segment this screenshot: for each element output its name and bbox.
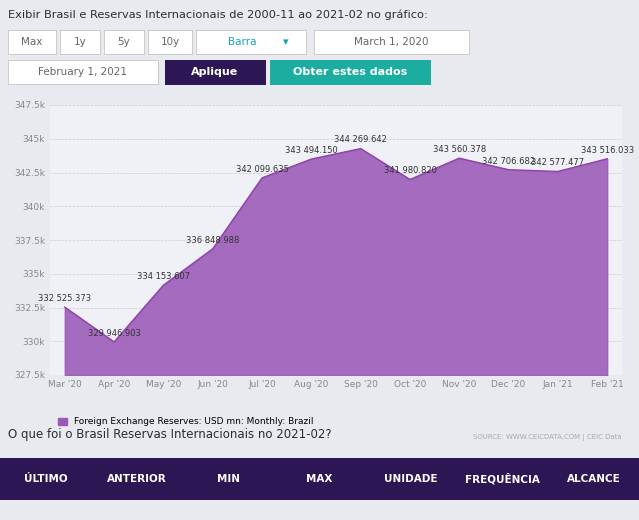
Text: Max: Max bbox=[21, 37, 43, 47]
Text: ALCANCE: ALCANCE bbox=[567, 474, 620, 484]
Text: O que foi o Brasil Reservas Internacionais no 2021-02?: O que foi o Brasil Reservas Internaciona… bbox=[8, 428, 332, 441]
Text: ▾: ▾ bbox=[283, 37, 289, 47]
Text: 336 848.988: 336 848.988 bbox=[186, 236, 240, 244]
Text: March 1, 2020: March 1, 2020 bbox=[354, 37, 429, 47]
Text: 343 560.378: 343 560.378 bbox=[433, 145, 486, 154]
Text: Obter estes dados: Obter estes dados bbox=[293, 67, 407, 77]
Text: ANTERIOR: ANTERIOR bbox=[107, 474, 167, 484]
Text: FREQUÊNCIA: FREQUÊNCIA bbox=[465, 473, 539, 485]
Text: 342 099.635: 342 099.635 bbox=[236, 165, 288, 174]
Text: UNIDADE: UNIDADE bbox=[384, 474, 438, 484]
Text: 10y: 10y bbox=[160, 37, 180, 47]
Text: Aplique: Aplique bbox=[191, 67, 238, 77]
Text: 342 706.682: 342 706.682 bbox=[482, 157, 535, 165]
Text: February 1, 2021: February 1, 2021 bbox=[38, 67, 128, 77]
Text: 343 516.033: 343 516.033 bbox=[581, 146, 634, 154]
Text: MAX: MAX bbox=[306, 474, 333, 484]
Text: 342 577.477: 342 577.477 bbox=[532, 158, 585, 167]
Text: 1y: 1y bbox=[73, 37, 86, 47]
Text: 341 980.820: 341 980.820 bbox=[383, 166, 436, 175]
Text: 344 269.642: 344 269.642 bbox=[334, 135, 387, 145]
Text: MIN: MIN bbox=[217, 474, 240, 484]
Text: Exibir Brasil e Reservas Internacionais de 2000-11 ao 2021-02 no gráfico:: Exibir Brasil e Reservas Internacionais … bbox=[8, 10, 428, 20]
Text: ÚLTIMO: ÚLTIMO bbox=[24, 474, 68, 484]
Text: 329 946.903: 329 946.903 bbox=[88, 329, 141, 338]
Text: 332 525.373: 332 525.373 bbox=[38, 294, 91, 303]
Text: 343 494.150: 343 494.150 bbox=[285, 146, 338, 155]
Text: 334 153.607: 334 153.607 bbox=[137, 272, 190, 281]
Legend: Foreign Exchange Reserves: USD mn: Monthly: Brazil: Foreign Exchange Reserves: USD mn: Month… bbox=[54, 414, 318, 430]
Text: Barra: Barra bbox=[228, 37, 256, 47]
Text: 5y: 5y bbox=[118, 37, 130, 47]
Text: SOURCE: WWW.CEICDATA.COM | CEIC Data: SOURCE: WWW.CEICDATA.COM | CEIC Data bbox=[473, 434, 622, 441]
